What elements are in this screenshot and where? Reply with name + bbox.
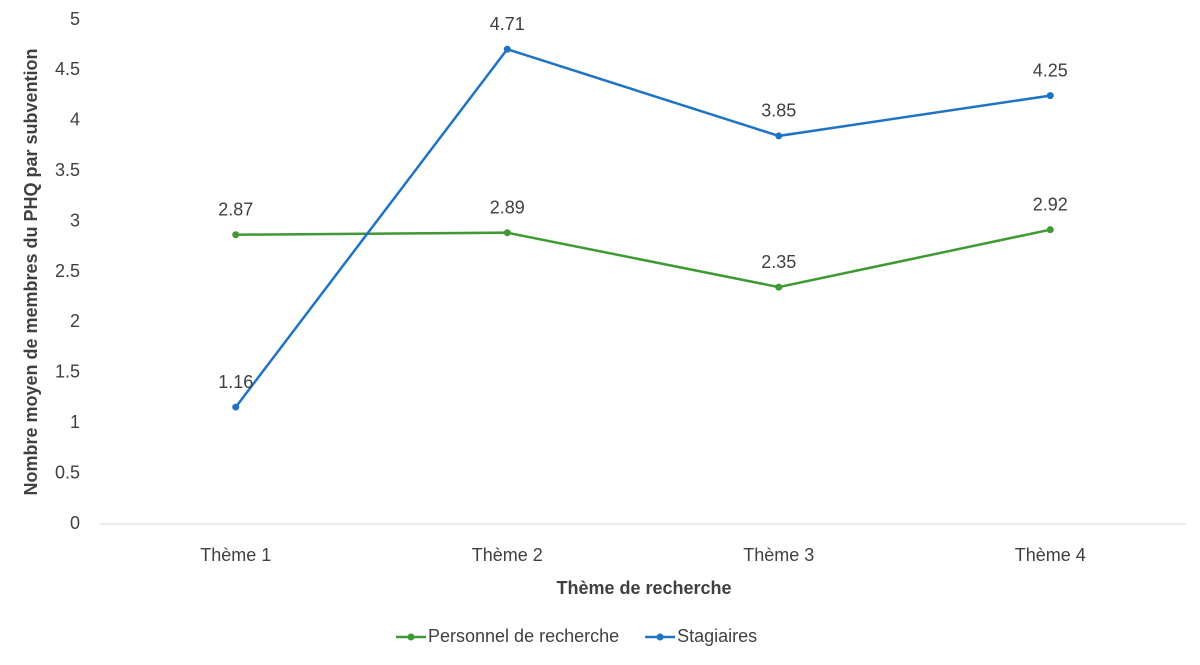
y-tick-label: 2 [70,311,80,331]
y-tick-label: 5 [70,9,80,29]
data-label: 4.71 [490,14,525,34]
y-tick-label: 1.5 [55,362,80,382]
legend-marker [656,633,664,641]
y-tick-label: 1 [70,412,80,432]
y-tick-label: 4 [70,110,80,130]
data-label: 2.87 [218,199,253,219]
point [1046,92,1054,100]
y-axis-title: Nombre moyen de membres du PHQ par subve… [21,48,41,495]
y-tick-label: 4.5 [55,59,80,79]
series-line [235,228,1051,289]
point [1046,226,1054,234]
x-tick-label: Thème 3 [743,545,814,565]
legend-marker [407,633,415,641]
y-tick-label: 0 [70,513,80,533]
data-label: 3.85 [761,101,796,121]
y-tick-label: 3 [70,210,80,230]
legend-label: Personnel de recherche [428,626,619,646]
point [232,403,240,411]
data-label: 2.89 [490,197,525,217]
data-label: 4.25 [1033,60,1068,80]
x-tick-label: Thème 2 [472,545,543,565]
point [232,231,240,239]
x-tick-label: Thème 4 [1015,545,1086,565]
x-axis-title: Thème de recherche [556,578,731,598]
legend-label: Stagiaires [677,626,757,646]
point [503,229,511,237]
point [775,283,783,291]
series-line [234,47,1051,408]
data-label: 2.35 [761,252,796,272]
data-label: 2.92 [1033,194,1068,214]
point [503,45,511,53]
y-tick-label: 2.5 [55,261,80,281]
y-tick-label: 3.5 [55,160,80,180]
x-tick-label: Thème 1 [200,545,271,565]
point [775,132,783,140]
y-tick-label: 0.5 [55,462,80,482]
data-label: 1.16 [218,372,253,392]
